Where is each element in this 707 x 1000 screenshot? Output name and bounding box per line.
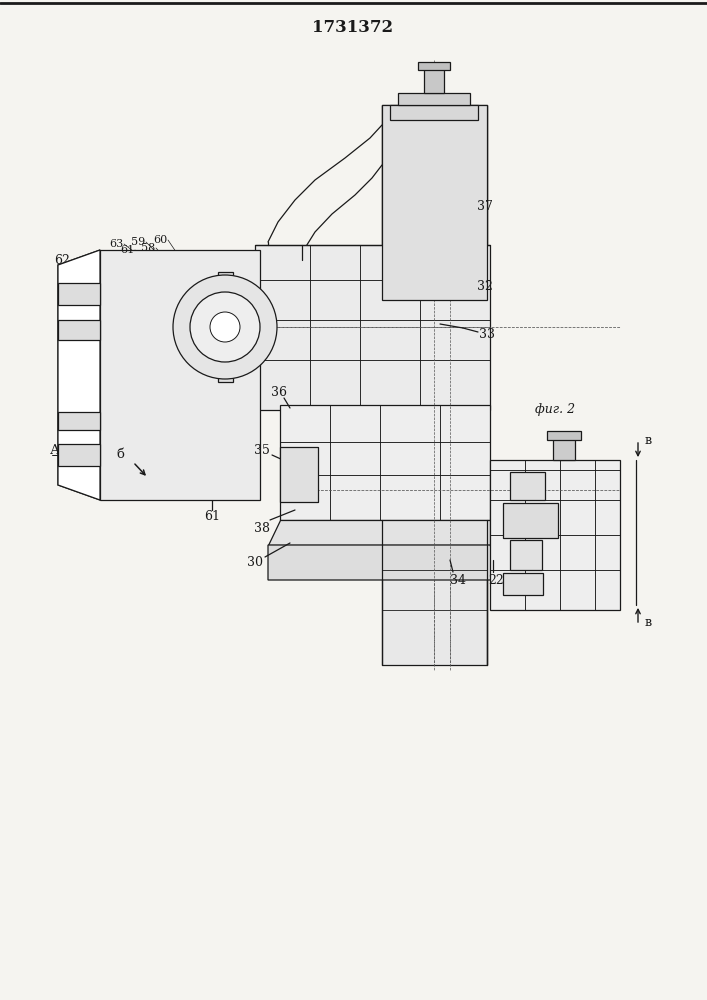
Polygon shape — [268, 545, 505, 580]
Text: 32: 32 — [477, 280, 493, 294]
Polygon shape — [268, 520, 490, 545]
Bar — [398, 93, 470, 105]
Bar — [58, 320, 100, 340]
Text: 38: 38 — [254, 522, 270, 534]
Text: 59: 59 — [131, 237, 145, 247]
Circle shape — [190, 292, 260, 362]
Bar — [255, 245, 490, 410]
Bar — [280, 447, 318, 502]
Text: 63: 63 — [109, 239, 123, 249]
Bar — [280, 405, 490, 520]
Text: 35: 35 — [254, 444, 270, 456]
Bar — [58, 444, 100, 466]
Bar — [382, 105, 487, 665]
Bar — [382, 105, 487, 300]
Text: 36: 36 — [271, 385, 287, 398]
Bar — [553, 438, 575, 460]
Polygon shape — [58, 250, 100, 500]
Text: в: в — [645, 615, 652, 629]
Text: 61: 61 — [204, 510, 220, 524]
Text: А – А: А – А — [50, 444, 86, 456]
Bar — [230, 260, 258, 390]
Text: 22: 22 — [488, 574, 504, 586]
Text: 60: 60 — [153, 235, 167, 245]
Bar — [547, 431, 581, 440]
Text: б: б — [116, 448, 124, 462]
Bar — [390, 105, 478, 120]
Text: 1731372: 1731372 — [312, 19, 394, 36]
Bar — [58, 412, 100, 430]
Circle shape — [173, 275, 277, 379]
Text: 30: 30 — [247, 556, 263, 570]
Bar — [503, 573, 543, 595]
Bar — [218, 272, 233, 382]
Bar — [503, 503, 558, 538]
Bar — [510, 472, 545, 500]
Text: в: в — [645, 434, 652, 446]
Polygon shape — [58, 250, 100, 500]
Bar — [424, 68, 444, 93]
Text: 33: 33 — [479, 328, 495, 340]
Text: 37: 37 — [477, 200, 493, 214]
Text: 61: 61 — [120, 245, 134, 255]
Text: 58: 58 — [141, 243, 155, 253]
Text: фиг. 2: фиг. 2 — [535, 403, 575, 416]
Bar — [510, 540, 542, 570]
Bar — [418, 62, 450, 70]
Bar — [58, 283, 100, 305]
Bar — [490, 460, 620, 610]
Circle shape — [210, 312, 240, 342]
Bar — [100, 250, 260, 500]
Text: 34: 34 — [450, 574, 466, 586]
Text: 62: 62 — [54, 253, 70, 266]
